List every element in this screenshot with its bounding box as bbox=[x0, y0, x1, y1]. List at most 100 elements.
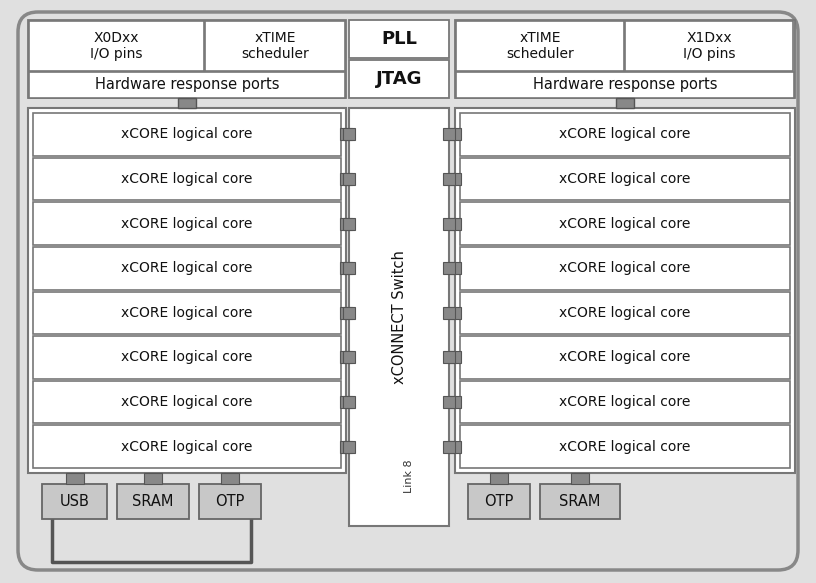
Bar bbox=[28, 20, 346, 98]
Bar bbox=[340, 352, 352, 363]
Text: JTAG: JTAG bbox=[375, 70, 422, 88]
Bar bbox=[456, 72, 794, 98]
FancyBboxPatch shape bbox=[18, 12, 798, 570]
Bar bbox=[65, 473, 83, 484]
Text: Hardware response ports: Hardware response ports bbox=[95, 78, 279, 93]
Text: xCORE logical core: xCORE logical core bbox=[559, 216, 690, 230]
Text: PLL: PLL bbox=[381, 30, 417, 48]
Bar bbox=[443, 173, 455, 185]
Bar bbox=[29, 21, 204, 71]
Bar bbox=[449, 173, 461, 185]
Bar bbox=[33, 247, 341, 290]
Bar bbox=[571, 473, 589, 484]
Bar bbox=[340, 396, 352, 408]
Text: xCORE logical core: xCORE logical core bbox=[559, 395, 690, 409]
Text: SRAM: SRAM bbox=[559, 494, 601, 509]
Bar bbox=[540, 484, 620, 519]
Bar bbox=[449, 396, 461, 408]
Bar bbox=[443, 307, 455, 319]
Bar bbox=[460, 292, 790, 334]
Bar bbox=[443, 352, 455, 363]
Bar bbox=[490, 473, 508, 484]
Text: xCORE logical core: xCORE logical core bbox=[122, 350, 253, 364]
Text: xTIME
scheduler: xTIME scheduler bbox=[241, 31, 309, 61]
Bar bbox=[349, 60, 449, 98]
Bar bbox=[340, 262, 352, 274]
Bar bbox=[33, 381, 341, 423]
Bar bbox=[178, 98, 196, 108]
Text: X1Dxx
I/O pins: X1Dxx I/O pins bbox=[683, 31, 735, 61]
Bar bbox=[33, 113, 341, 156]
Text: xCORE logical core: xCORE logical core bbox=[559, 306, 690, 320]
Bar bbox=[349, 108, 449, 526]
Bar bbox=[340, 441, 352, 452]
Bar bbox=[455, 108, 795, 473]
Bar bbox=[443, 128, 455, 141]
Bar bbox=[443, 396, 455, 408]
Text: OTP: OTP bbox=[215, 494, 245, 509]
Bar bbox=[199, 484, 261, 519]
Bar bbox=[460, 247, 790, 290]
Bar bbox=[443, 262, 455, 274]
Bar bbox=[460, 202, 790, 245]
Bar bbox=[449, 352, 461, 363]
Text: xCORE logical core: xCORE logical core bbox=[122, 306, 253, 320]
Bar bbox=[468, 484, 530, 519]
Text: USB: USB bbox=[60, 494, 90, 509]
Bar bbox=[460, 113, 790, 156]
Text: xCORE logical core: xCORE logical core bbox=[559, 261, 690, 275]
Bar bbox=[340, 128, 352, 141]
Bar bbox=[29, 72, 345, 98]
Text: xTIME
scheduler: xTIME scheduler bbox=[506, 31, 574, 61]
Text: xCORE logical core: xCORE logical core bbox=[122, 127, 253, 141]
Text: xCORE logical core: xCORE logical core bbox=[122, 261, 253, 275]
Text: X0Dxx
I/O pins: X0Dxx I/O pins bbox=[91, 31, 143, 61]
Bar bbox=[343, 128, 355, 141]
Text: xCORE logical core: xCORE logical core bbox=[122, 216, 253, 230]
Bar bbox=[205, 21, 345, 71]
Bar bbox=[343, 441, 355, 452]
Bar bbox=[349, 20, 449, 58]
Bar bbox=[33, 157, 341, 200]
Bar bbox=[616, 98, 634, 108]
Text: xCORE logical core: xCORE logical core bbox=[559, 172, 690, 186]
Text: xCORE logical core: xCORE logical core bbox=[559, 127, 690, 141]
Bar bbox=[340, 307, 352, 319]
Bar bbox=[144, 473, 162, 484]
Bar bbox=[33, 336, 341, 379]
Bar bbox=[33, 292, 341, 334]
Bar bbox=[460, 381, 790, 423]
Bar bbox=[449, 307, 461, 319]
Bar bbox=[625, 21, 793, 71]
Bar bbox=[343, 307, 355, 319]
Bar bbox=[28, 108, 346, 473]
Text: SRAM: SRAM bbox=[132, 494, 174, 509]
Bar bbox=[343, 262, 355, 274]
Bar bbox=[449, 217, 461, 230]
Bar bbox=[343, 352, 355, 363]
Bar bbox=[449, 441, 461, 452]
Bar bbox=[42, 484, 107, 519]
Bar bbox=[460, 426, 790, 468]
Bar bbox=[117, 484, 189, 519]
Text: Link 8: Link 8 bbox=[404, 459, 414, 493]
Bar bbox=[456, 21, 624, 71]
Bar bbox=[449, 262, 461, 274]
Text: xCONNECT Switch: xCONNECT Switch bbox=[392, 250, 406, 384]
Bar bbox=[33, 426, 341, 468]
Text: xCORE logical core: xCORE logical core bbox=[122, 440, 253, 454]
Text: xCORE logical core: xCORE logical core bbox=[122, 172, 253, 186]
Text: xCORE logical core: xCORE logical core bbox=[122, 395, 253, 409]
Text: xCORE logical core: xCORE logical core bbox=[559, 350, 690, 364]
Text: xCORE logical core: xCORE logical core bbox=[559, 440, 690, 454]
Bar bbox=[343, 396, 355, 408]
Bar bbox=[340, 173, 352, 185]
Text: Hardware response ports: Hardware response ports bbox=[533, 78, 717, 93]
Bar bbox=[460, 336, 790, 379]
Text: OTP: OTP bbox=[485, 494, 514, 509]
Bar bbox=[343, 173, 355, 185]
Bar bbox=[33, 202, 341, 245]
Bar bbox=[443, 441, 455, 452]
Bar bbox=[449, 128, 461, 141]
Bar bbox=[343, 217, 355, 230]
